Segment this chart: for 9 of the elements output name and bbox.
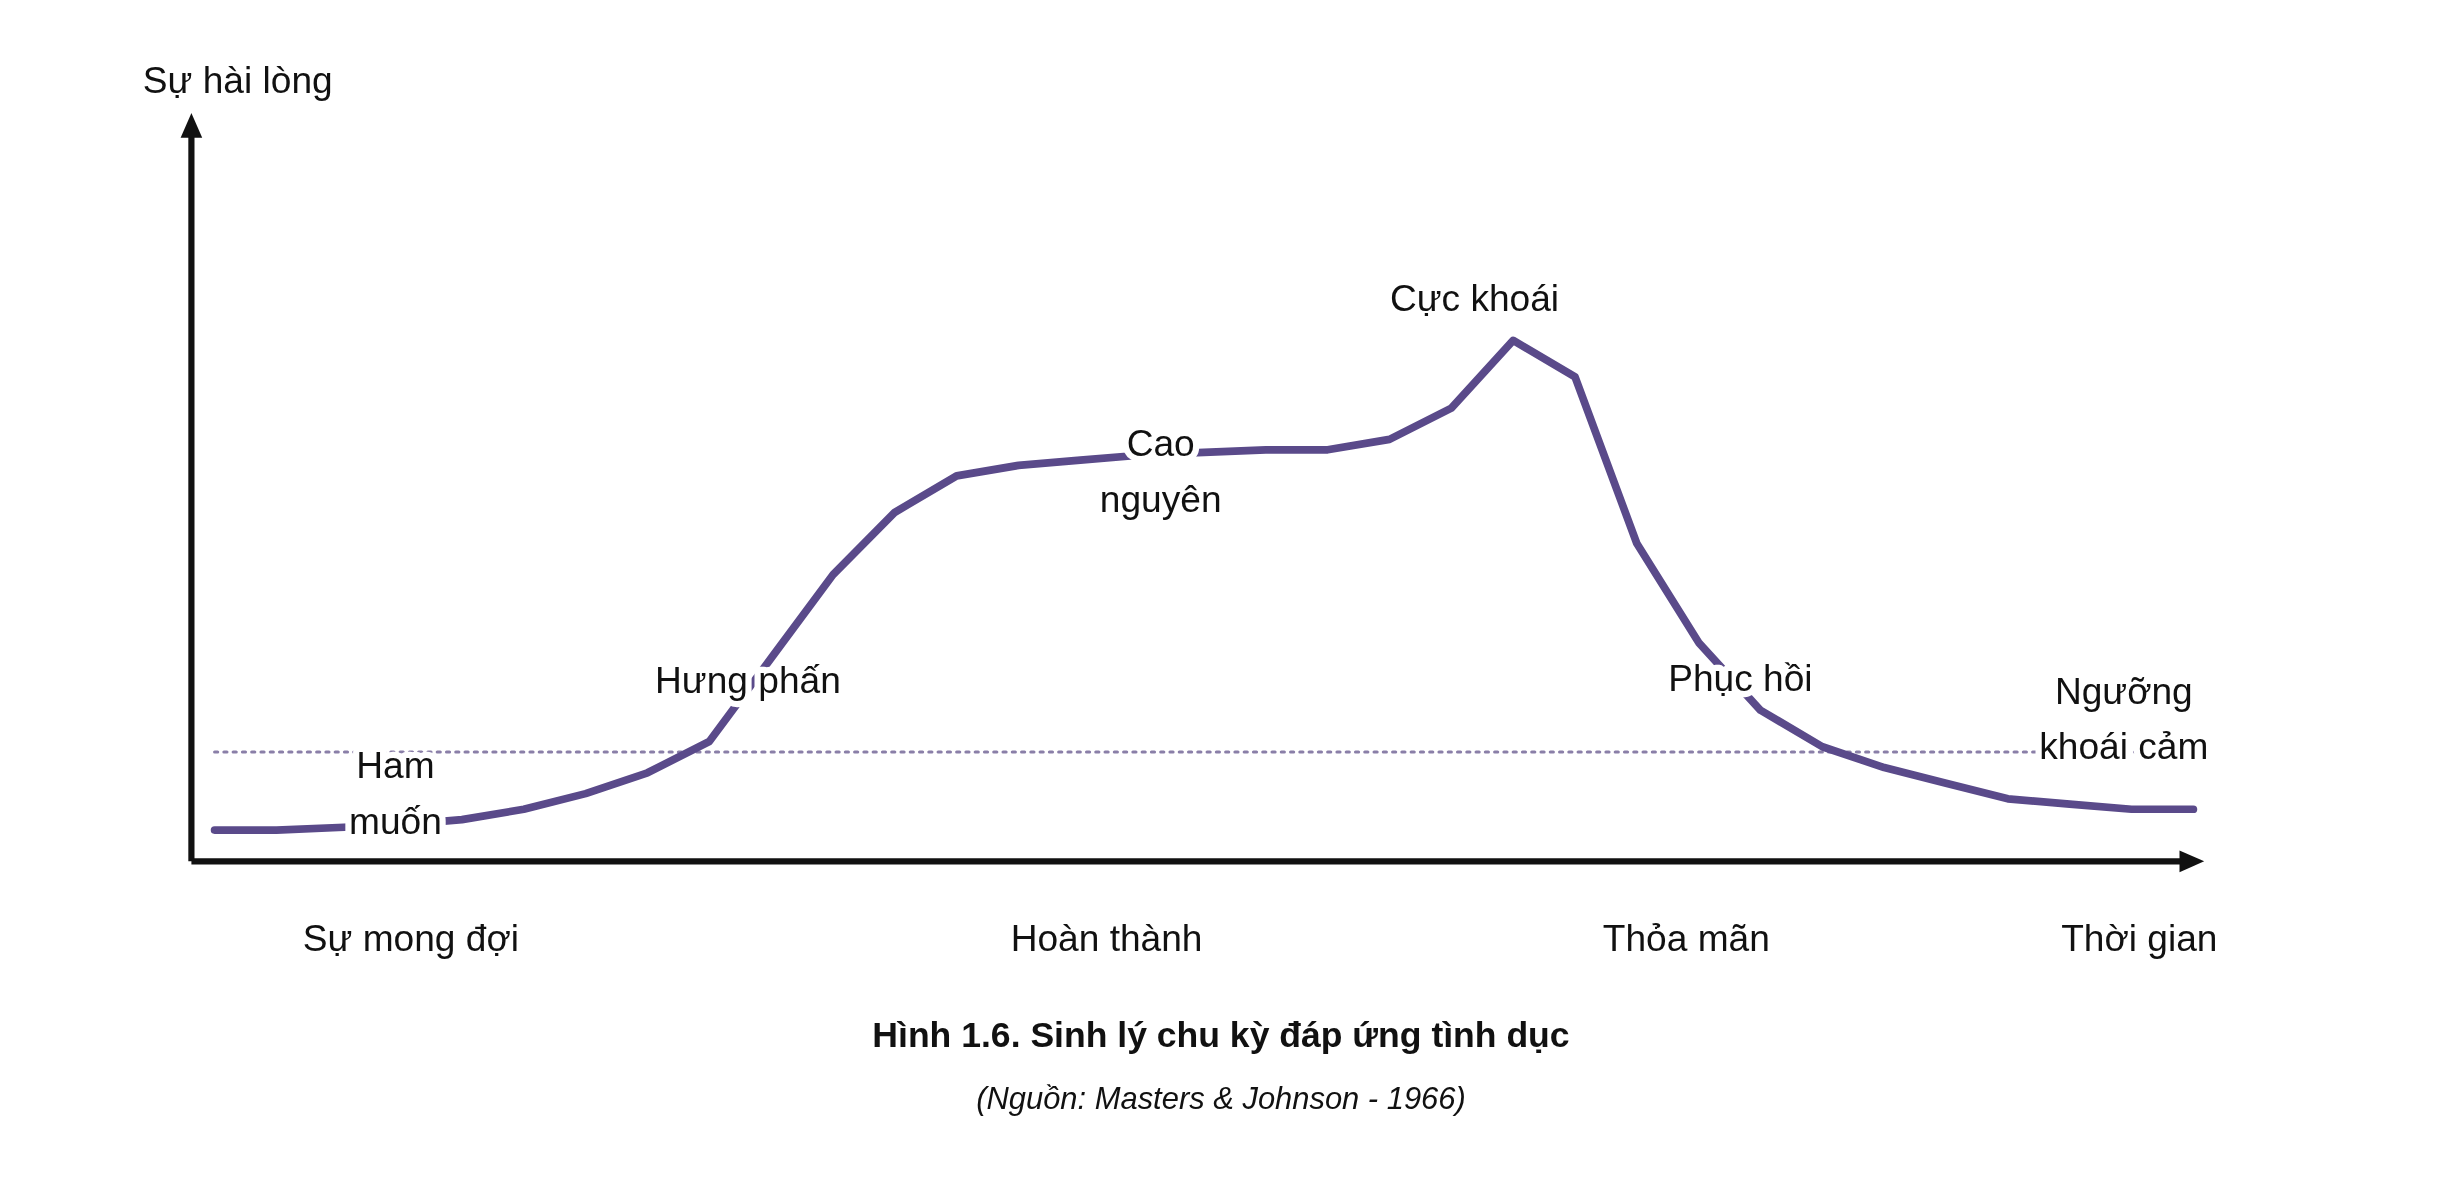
text: Sự mong đợi xyxy=(302,917,520,960)
text: Hoàn thành xyxy=(1010,917,1203,960)
text: Sự hài lòng xyxy=(142,59,333,102)
annotation: Ngưỡng khoái cảm xyxy=(2039,669,2209,768)
text: Thỏa mãn xyxy=(1602,917,1770,960)
x-axis-title: Thời gian xyxy=(2061,917,2218,960)
text: Cực khoái xyxy=(1389,277,1560,319)
text: (Nguồn: Masters & Johnson - 1966) xyxy=(976,1080,1466,1116)
text: Hình 1.6. Sinh lý chu kỳ đáp ứng tình dục xyxy=(872,1014,1570,1055)
